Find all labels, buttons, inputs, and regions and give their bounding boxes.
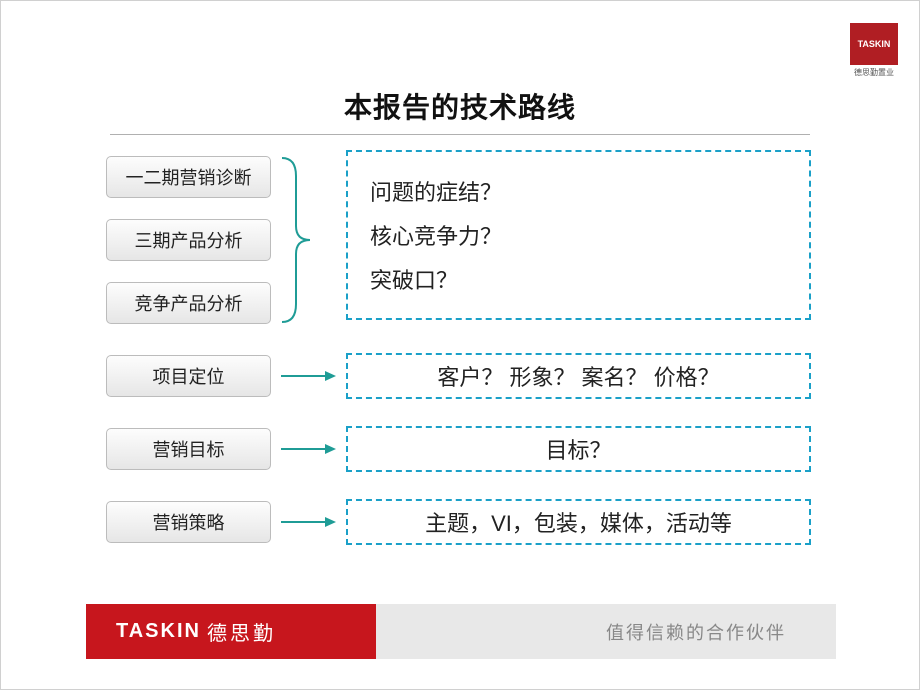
title-divider xyxy=(110,134,810,135)
output-box-strategy: 主题，VI，包装，媒体，活动等 xyxy=(346,499,811,545)
step-box-competition: 竞争产品分析 xyxy=(106,282,271,324)
step-label: 营销目标 xyxy=(153,436,225,462)
brace-connector-icon xyxy=(278,156,314,324)
arrow-icon xyxy=(281,516,336,528)
step-label: 营销策略 xyxy=(153,509,225,535)
slide-title: 本报告的技术路线 xyxy=(1,86,919,126)
step-label: 三期产品分析 xyxy=(135,227,243,253)
logo-mark: TASKIN xyxy=(850,23,898,65)
footer-brand: TASKIN 德思勤 xyxy=(86,604,376,659)
step-box-target: 营销目标 xyxy=(106,428,271,470)
output-line: 目标？ xyxy=(545,433,611,465)
output-line: 客户？ 形象？ 案名？ 价格？ xyxy=(437,360,719,392)
step-label: 一二期营销诊断 xyxy=(126,164,252,190)
output-line: 问题的症结？ xyxy=(370,175,787,207)
arrow-icon xyxy=(281,443,336,455)
output-line: 核心竞争力？ xyxy=(370,219,787,251)
step-box-diagnosis: 一二期营销诊断 xyxy=(106,156,271,198)
step-box-positioning: 项目定位 xyxy=(106,355,271,397)
output-line: 主题，VI，包装，媒体，活动等 xyxy=(425,506,732,538)
step-box-product3: 三期产品分析 xyxy=(106,219,271,261)
footer-brand-en: TASKIN xyxy=(116,620,201,643)
footer-tagline-text: 值得信赖的合作伙伴 xyxy=(606,619,786,645)
output-box-questions: 问题的症结？ 核心竞争力？ 突破口？ xyxy=(346,150,811,320)
slide-footer: TASKIN 德思勤 值得信赖的合作伙伴 xyxy=(86,604,836,659)
footer-tagline: 值得信赖的合作伙伴 xyxy=(376,604,836,659)
logo-subtext: 德思勤置业 xyxy=(847,67,901,78)
output-box-positioning: 客户？ 形象？ 案名？ 价格？ xyxy=(346,353,811,399)
output-box-target: 目标？ xyxy=(346,426,811,472)
step-label: 项目定位 xyxy=(153,363,225,389)
brand-logo: TASKIN 德思勤置业 xyxy=(847,23,901,78)
output-line: 突破口？ xyxy=(370,263,787,295)
footer-brand-cn: 德思勤 xyxy=(207,617,276,646)
slide-container: TASKIN 德思勤置业 本报告的技术路线 一二期营销诊断 三期产品分析 竞争产… xyxy=(0,0,920,690)
step-label: 竞争产品分析 xyxy=(135,290,243,316)
step-box-strategy: 营销策略 xyxy=(106,501,271,543)
arrow-icon xyxy=(281,370,336,382)
